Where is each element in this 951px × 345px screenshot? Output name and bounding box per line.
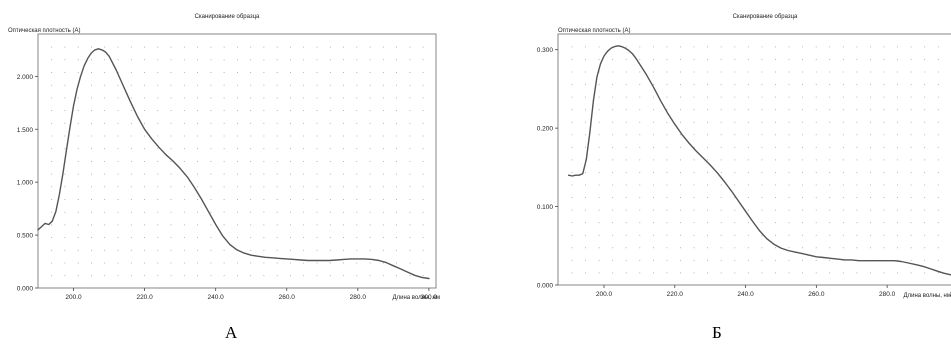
caption-b: Б: [712, 323, 722, 342]
x-tick-label: 260.0: [279, 294, 296, 301]
chart-panel-a: 200.0 220.0 240.0 260.0 280.0 300.0 0.000 0.500…: [0, 0, 460, 345]
series-line: [37, 48, 430, 280]
x-tick-label: 200.0: [65, 294, 82, 301]
chart-b-svg: 200.0 220.0 240.0 260.0 280.0 300.0 0.000 0.100…: [537, 14, 951, 299]
chart-title: Сканирование образца: [733, 14, 798, 20]
y-tick-label: 0.300: [537, 47, 554, 54]
y-tick-label: 1.000: [17, 180, 34, 187]
y-tick-label: 1.500: [17, 127, 34, 134]
series-line: [567, 45, 951, 276]
x-tick-label: 240.0: [208, 294, 225, 301]
caption-a: А: [225, 323, 238, 342]
chart-title: Сканирование образца: [195, 14, 260, 20]
y-tick-label: 0.200: [537, 126, 554, 133]
x-tick-label: 300.0: [950, 291, 951, 298]
x-axis-label: Длина волны, нм: [393, 295, 440, 301]
plot-frame: [557, 33, 951, 286]
y-tick-label: 0.000: [537, 283, 554, 290]
grid-dots: [571, 46, 939, 274]
grid-dots: [51, 46, 424, 277]
x-tick-label: 300.0: [421, 294, 438, 301]
x-tick-label: 200.0: [596, 291, 613, 298]
y-tick-label: 0.500: [17, 233, 34, 240]
y-tick-label: 0.000: [17, 286, 34, 293]
x-tick-label: 240.0: [737, 291, 754, 298]
x-axis-label: Длина волны, нм: [904, 293, 951, 299]
y-axis-label: Оптическая плотность (A): [558, 28, 630, 34]
y-axis-label: Оптическая плотность (A): [8, 28, 80, 34]
x-tick-label: 280.0: [879, 291, 896, 298]
chart-a-svg: 200.0 220.0 240.0 260.0 280.0 300.0 0.000 0.500…: [8, 14, 440, 301]
y-tick-label: 0.100: [537, 204, 554, 211]
chart-panel-b: 200.0 220.0 240.0 260.0 280.0 300.0 0.000 0.100…: [520, 0, 951, 345]
x-tick-label: 280.0: [350, 294, 367, 301]
y-tick-label: 2.000: [17, 74, 34, 81]
x-tick-label: 220.0: [136, 294, 153, 301]
x-tick-label: 260.0: [808, 291, 825, 298]
x-tick-label: 220.0: [667, 291, 684, 298]
